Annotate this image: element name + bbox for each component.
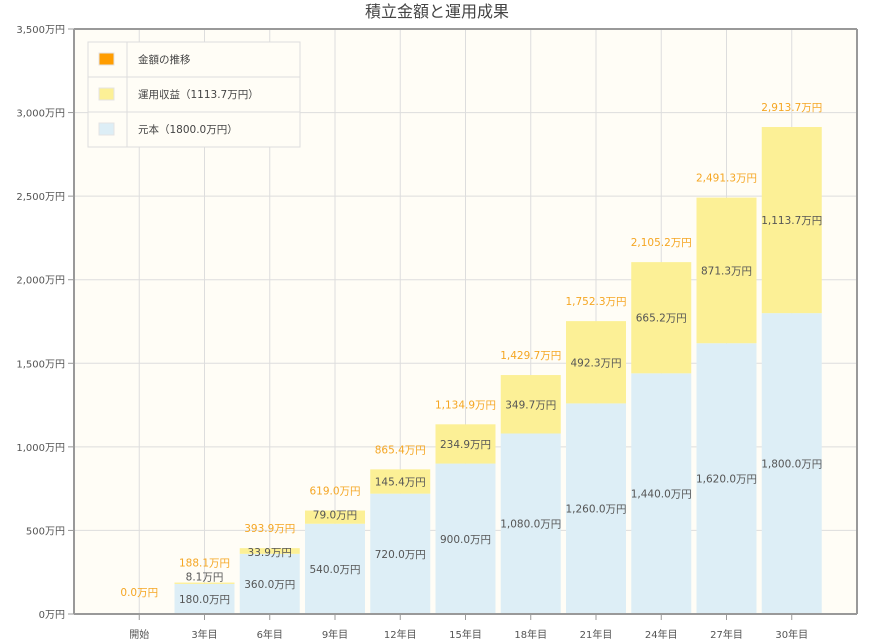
bar-gain: [761, 126, 822, 314]
bar-principal: [435, 463, 496, 614]
bar-gain: [174, 582, 235, 584]
gain-label: 234.9万円: [440, 439, 491, 451]
y-tick-label: 3,500万円: [16, 25, 65, 36]
principal-label: 720.0万円: [375, 549, 426, 561]
y-tick-label: 1,000万円: [16, 443, 65, 454]
legend-label: 運用収益（1113.7万円）: [138, 88, 259, 101]
bar-gain: [500, 375, 561, 434]
bar-principal: [239, 553, 300, 614]
total-label: 1,752.3万円: [565, 296, 626, 308]
legend-swatch: [98, 122, 115, 136]
gain-label: 79.0万円: [313, 510, 357, 522]
chart-title: 積立金額と運用成果: [365, 2, 509, 21]
total-label: 188.1万円: [179, 558, 230, 570]
principal-label: 1,440.0万円: [631, 489, 692, 501]
y-tick-label: 500万円: [26, 526, 65, 537]
legend-swatch: [98, 87, 115, 101]
y-tick-label: 2,500万円: [16, 192, 65, 203]
gain-label: 8.1万円: [186, 572, 224, 584]
legend-box: [87, 41, 301, 148]
x-tick-label: 15年目: [449, 628, 482, 641]
bar-gain: [631, 262, 692, 374]
x-tick-label: 開始: [129, 628, 149, 641]
total-label: 1,134.9万円: [435, 399, 496, 411]
y-tick-label: 0万円: [39, 610, 65, 621]
gain-label: 871.3万円: [701, 265, 752, 277]
gain-label: 349.7万円: [505, 399, 556, 411]
y-tick-label: 2,000万円: [16, 276, 65, 287]
x-tick-label: 27年目: [710, 628, 743, 641]
total-label: 2,491.3万円: [696, 173, 757, 185]
gain-label: 1,113.7万円: [761, 215, 822, 227]
bar-gain: [239, 548, 300, 554]
gain-label: 145.4万円: [375, 477, 426, 489]
bar-principal: [305, 523, 365, 614]
total-label: 0.0万円: [120, 587, 158, 599]
bar-principal: [174, 583, 235, 614]
bar-gain: [566, 321, 626, 404]
bar-principal: [696, 343, 757, 614]
gain-label: 33.9万円: [248, 547, 292, 559]
bar-gain: [696, 197, 757, 344]
principal-label: 1,260.0万円: [565, 504, 626, 516]
total-label: 393.9万円: [244, 523, 295, 535]
bar-principal: [370, 493, 431, 614]
legend-label: 元本（1800.0万円）: [138, 123, 238, 136]
x-tick-label: 21年目: [580, 628, 613, 641]
total-label: 865.4万円: [375, 444, 426, 456]
legend-label: 金額の推移: [138, 53, 191, 66]
total-label: 2,913.7万円: [761, 102, 822, 114]
x-tick-label: 24年目: [645, 628, 678, 641]
gain-label: 665.2万円: [636, 313, 687, 325]
x-tick-label: 12年目: [384, 628, 417, 641]
bar-gain: [370, 469, 431, 494]
gain-label: 492.3万円: [570, 357, 621, 369]
bar-principal: [761, 313, 822, 614]
y-tick-label: 3,000万円: [16, 109, 65, 120]
principal-label: 1,620.0万円: [696, 474, 757, 486]
x-tick-label: 6年目: [257, 628, 283, 641]
bar-gain: [305, 510, 365, 524]
x-tick-label: 3年目: [191, 628, 217, 641]
y-tick-label: 1,500万円: [16, 359, 65, 370]
x-tick-label: 18年目: [514, 628, 547, 641]
bar-principal: [500, 433, 561, 614]
principal-label: 540.0万円: [309, 564, 360, 576]
total-label: 1,429.7万円: [500, 350, 561, 362]
total-label: 2,105.2万円: [631, 237, 692, 249]
principal-label: 1,080.0万円: [500, 519, 561, 531]
legend-swatch: [98, 52, 115, 66]
total-label: 619.0万円: [309, 486, 360, 498]
principal-label: 180.0万円: [179, 594, 230, 606]
bar-principal: [566, 403, 626, 614]
bar-gain: [435, 424, 496, 464]
x-tick-label: 30年目: [775, 628, 808, 641]
principal-label: 360.0万円: [244, 579, 295, 591]
principal-label: 900.0万円: [440, 534, 491, 546]
principal-label: 1,800.0万円: [761, 459, 822, 471]
x-tick-label: 9年目: [322, 628, 348, 641]
bar-principal: [631, 373, 692, 614]
